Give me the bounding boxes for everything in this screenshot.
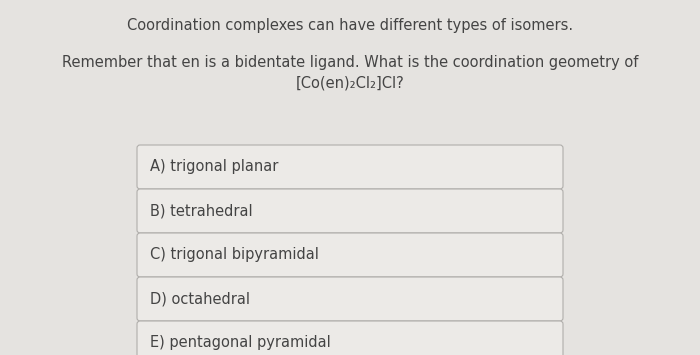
Text: D) octahedral: D) octahedral xyxy=(150,291,250,306)
FancyBboxPatch shape xyxy=(137,189,563,233)
FancyBboxPatch shape xyxy=(137,277,563,321)
Text: B) tetrahedral: B) tetrahedral xyxy=(150,203,253,218)
Text: C) trigonal bipyramidal: C) trigonal bipyramidal xyxy=(150,247,319,262)
FancyBboxPatch shape xyxy=(137,233,563,277)
Text: A) trigonal planar: A) trigonal planar xyxy=(150,159,279,175)
Text: E) pentagonal pyramidal: E) pentagonal pyramidal xyxy=(150,335,330,350)
Text: Remember that en is a bidentate ligand. What is the coordination geometry of: Remember that en is a bidentate ligand. … xyxy=(62,55,638,70)
Text: Coordination complexes can have different types of isomers.: Coordination complexes can have differen… xyxy=(127,18,573,33)
FancyBboxPatch shape xyxy=(137,321,563,355)
FancyBboxPatch shape xyxy=(137,145,563,189)
Text: [Co(en)₂Cl₂]Cl?: [Co(en)₂Cl₂]Cl? xyxy=(295,75,405,90)
